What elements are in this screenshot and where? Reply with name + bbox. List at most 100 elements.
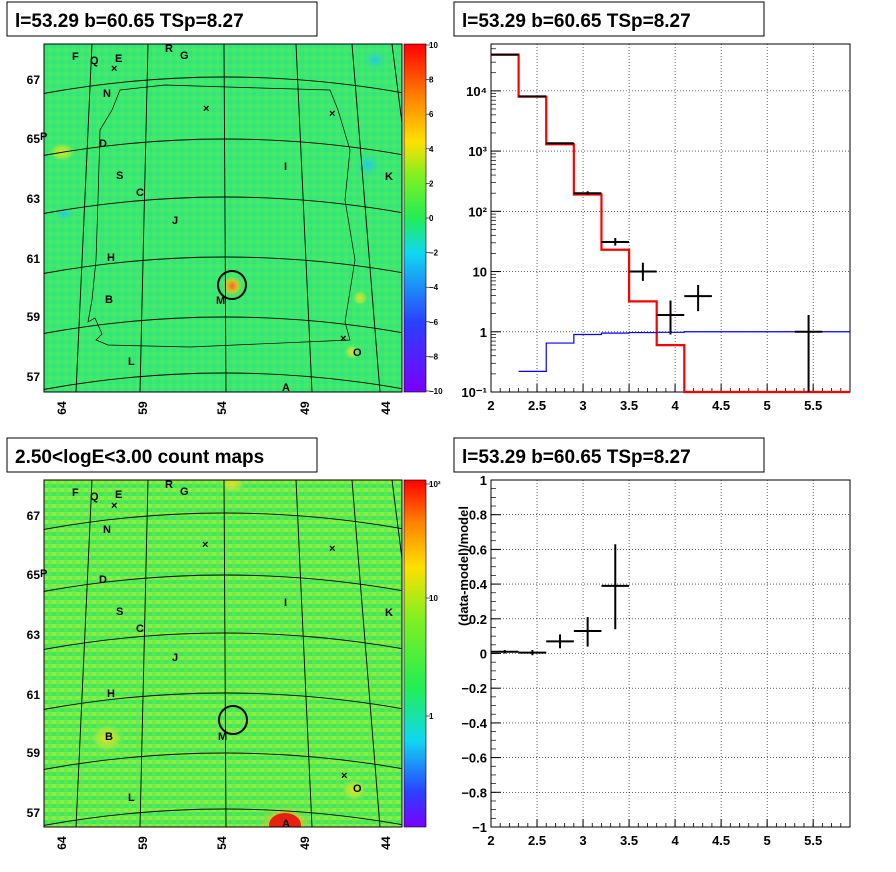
data-point	[794, 314, 823, 392]
source-label: H	[107, 252, 115, 264]
colorbar-tick: −10	[429, 387, 443, 396]
plot-area	[490, 479, 851, 828]
y-tick-label: 10	[473, 265, 487, 280]
svg-text:×: ×	[329, 543, 335, 555]
y-axis-label: (data-model)/model	[456, 506, 471, 626]
data-point	[573, 191, 602, 195]
colorbar-tick: 10²	[429, 480, 441, 489]
longitude-tick: 44	[379, 836, 393, 850]
latitude-tick: 67	[27, 73, 41, 87]
latitude-tick: 63	[27, 628, 41, 642]
source-label: R	[165, 479, 173, 491]
y-tick-label: 0.6	[469, 542, 487, 557]
y-tick-label: 10⁴	[466, 84, 487, 99]
y-tick-label: −0.4	[461, 716, 487, 731]
source-label: Q	[90, 491, 99, 503]
x-tick-label: 3.5	[620, 398, 638, 413]
source-label: L	[128, 792, 135, 804]
source-label: I	[284, 161, 287, 173]
residual-point	[518, 650, 547, 656]
colorbar-tick: 10	[429, 41, 438, 50]
y-tick-label: 10⁻¹	[461, 385, 487, 400]
source-label: J	[172, 652, 178, 664]
source-label: B	[105, 294, 113, 306]
source-label: A	[282, 382, 290, 394]
y-tick-label: 1	[480, 473, 487, 488]
source-label: G	[180, 50, 189, 62]
source-label: N	[103, 88, 111, 100]
source-label: D	[99, 574, 107, 586]
y-tick-label: 0.8	[469, 508, 487, 523]
source-label: C	[136, 187, 144, 199]
x-tick-label: 3	[579, 398, 586, 413]
source-label: P	[40, 131, 47, 143]
longitude-tick: 59	[136, 401, 150, 415]
source-label: A	[282, 818, 290, 830]
x-tick-label: 4.5	[712, 398, 730, 413]
y-tick-label: 10²	[468, 204, 487, 219]
colorbar-tick: 10	[429, 594, 438, 603]
source-label: I	[284, 597, 287, 609]
longitude-tick: 49	[298, 836, 312, 850]
title-box-bottom-left: 2.50<logE<3.00 count maps	[6, 437, 318, 473]
source-label: F	[72, 487, 79, 499]
source-label: S	[116, 606, 123, 618]
y-tick-label: 0.4	[469, 577, 488, 592]
residual-point	[573, 617, 602, 647]
residual-map-labels: F Q E RG N D S C I K J H M B L O A P	[40, 43, 393, 394]
residual-colorbar	[403, 43, 427, 393]
svg-text:×: ×	[111, 63, 117, 75]
colorbar-tick: −8	[429, 352, 439, 361]
residual-point	[546, 634, 574, 649]
y-tick-label: 0	[480, 647, 487, 662]
longitude-tick: 64	[55, 401, 69, 415]
data-point	[601, 238, 630, 246]
title-top-left: l=53.29 b=60.65 TSp=8.27	[15, 11, 244, 32]
longitude-tick: 49	[298, 401, 312, 415]
latitude-tick: 59	[27, 746, 41, 760]
source-label: H	[107, 688, 115, 700]
residual-point	[601, 544, 630, 630]
colorbar-tick: −6	[429, 318, 439, 327]
x-tick-label: 5	[764, 398, 771, 413]
source-label: L	[128, 356, 135, 368]
title-bottom-left: 2.50<logE<3.00 count maps	[15, 447, 264, 468]
data-point	[656, 300, 685, 335]
spectrum-plot: 2 2.5 3 3.5 4 4.5 5 5.5 10⁻¹ 1 10 10² 10³ 10⁴	[461, 43, 851, 413]
colorbar-tick: −4	[429, 283, 439, 292]
source-label: C	[136, 623, 144, 635]
longitude-tick: 59	[136, 836, 150, 850]
source-label: R	[165, 43, 173, 55]
latitude-tick: 65	[27, 568, 41, 582]
longitude-tick: 54	[215, 401, 229, 415]
x-tick-label: 4.5	[712, 833, 730, 848]
residual-colorbar-labels: 10 8 6 4 2 0 −2 −4 −6 −8 −10	[426, 41, 443, 396]
colorbar-tick: 0	[429, 214, 434, 223]
y-tick-label: 10³	[468, 144, 487, 159]
source-label: Q	[90, 55, 99, 67]
source-label: B	[105, 731, 113, 743]
background-model-step	[518, 331, 850, 372]
colorbar-tick: 2	[429, 179, 434, 188]
title-box-top-right: l=53.29 b=60.65 TSp=8.27	[453, 1, 765, 37]
latitude-tick: 65	[27, 132, 41, 146]
count-map-labels: F Q E RG N P D S C I K J H B M L O A	[40, 479, 393, 830]
svg-text:×: ×	[202, 539, 208, 551]
svg-text:×: ×	[329, 108, 335, 120]
svg-text:×: ×	[340, 333, 346, 345]
source-label: G	[180, 486, 189, 498]
latitude-tick: 61	[27, 252, 41, 266]
y-tick-label: 1	[480, 325, 487, 340]
source-label: D	[99, 138, 107, 150]
x-tick-label: 3.5	[620, 833, 638, 848]
source-label: J	[172, 215, 178, 227]
y-tick-label: −0.6	[461, 751, 487, 766]
data-point	[491, 53, 519, 56]
y-tick-label: −1	[472, 820, 487, 835]
data-point	[518, 95, 547, 98]
svg-text:×: ×	[341, 770, 347, 782]
title-box-top-left: l=53.29 b=60.65 TSp=8.27	[6, 1, 318, 37]
data-point	[546, 142, 574, 145]
